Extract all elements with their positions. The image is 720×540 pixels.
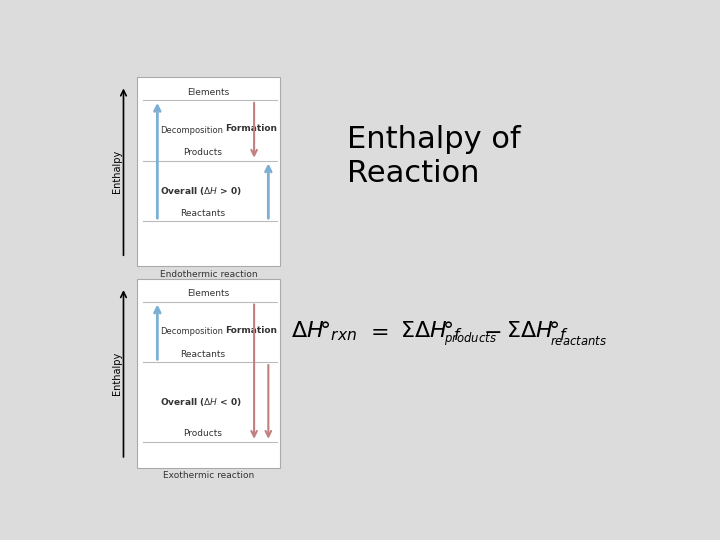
Text: Overall ($\Delta\mathit{H}$ > 0): Overall ($\Delta\mathit{H}$ > 0) <box>160 185 242 197</box>
Text: $\Sigma\Delta H\!°_{f}$: $\Sigma\Delta H\!°_{f}$ <box>400 319 463 343</box>
Text: $\Delta H\!°_{rxn}$: $\Delta H\!°_{rxn}$ <box>291 319 357 343</box>
Text: Exothermic reaction: Exothermic reaction <box>163 471 254 481</box>
Text: Decomposition: Decomposition <box>160 327 222 336</box>
Text: $\Sigma\Delta H\!°_{f}$: $\Sigma\Delta H\!°_{f}$ <box>505 319 569 343</box>
Text: Elements: Elements <box>187 87 230 97</box>
Text: Reactants: Reactants <box>181 209 225 218</box>
Text: Reactants: Reactants <box>181 350 225 359</box>
Text: Formation: Formation <box>225 124 277 133</box>
Text: Elements: Elements <box>187 289 230 298</box>
Text: Enthalpy: Enthalpy <box>112 352 122 395</box>
Text: Endothermic reaction: Endothermic reaction <box>160 270 257 279</box>
Text: $-$: $-$ <box>482 321 501 341</box>
Text: Enthalpy: Enthalpy <box>112 150 122 193</box>
Text: Products: Products <box>184 429 222 438</box>
Text: $_{products}$: $_{products}$ <box>444 330 498 348</box>
Text: Products: Products <box>184 148 222 157</box>
Text: $=$: $=$ <box>366 321 389 341</box>
Text: Decomposition: Decomposition <box>160 126 222 135</box>
Text: Formation: Formation <box>225 326 277 334</box>
Bar <box>138 77 280 266</box>
Text: $_{reactants}$: $_{reactants}$ <box>550 330 608 348</box>
Text: Overall ($\Delta\mathit{H}$ < 0): Overall ($\Delta\mathit{H}$ < 0) <box>160 396 242 408</box>
Text: Enthalpy of
Reaction: Enthalpy of Reaction <box>347 125 521 187</box>
Bar <box>138 279 280 468</box>
